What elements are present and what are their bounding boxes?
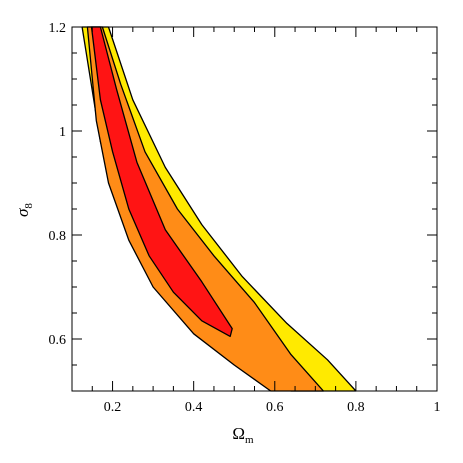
x-tick-label: 0.2 xyxy=(104,400,122,415)
axis-ticks xyxy=(71,26,438,392)
x-tick-labels: 0.2 0.4 0.6 0.8 1 xyxy=(104,400,441,415)
y-axis-symbol: σ xyxy=(13,208,32,217)
y-tick-label: 0.6 xyxy=(49,333,67,348)
x-tick-label: 0.4 xyxy=(185,400,203,415)
y-tick-label: 1 xyxy=(59,125,66,140)
x-axis-label: Ωm xyxy=(232,424,254,446)
x-tick-label: 1 xyxy=(434,400,441,415)
y-tick-label: 0.8 xyxy=(49,229,67,244)
contour-group xyxy=(81,26,357,392)
x-tick-label: 0.6 xyxy=(266,400,284,415)
y-tick-labels: 0.6 0.8 1 1.2 xyxy=(49,21,67,348)
y-tick-label: 1.2 xyxy=(49,21,67,36)
x-axis-symbol: Ω xyxy=(232,424,245,443)
y-axis-subscript: 8 xyxy=(23,203,35,209)
x-tick-label: 0.8 xyxy=(347,400,365,415)
contour-inner xyxy=(90,26,233,338)
x-axis-subscript: m xyxy=(245,434,254,446)
y-axis-label: σ8 xyxy=(13,203,35,217)
